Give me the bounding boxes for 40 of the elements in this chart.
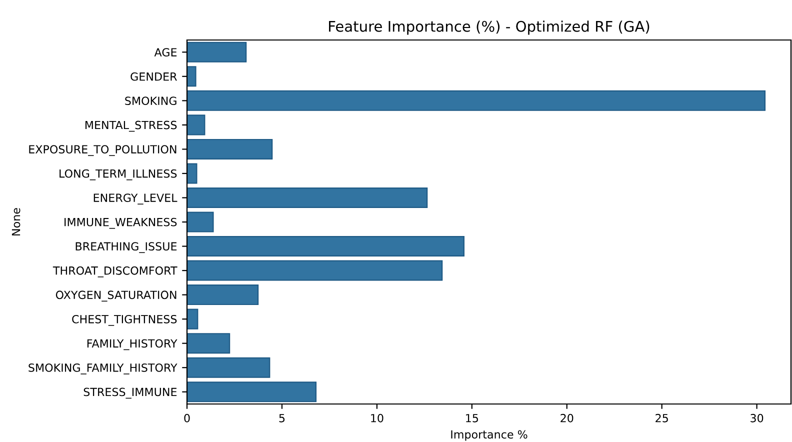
bar xyxy=(187,138,273,160)
x-tick-label: 0 xyxy=(184,414,190,422)
chart-title: Feature Importance (%) - Optimized RF (GA) xyxy=(329,20,650,35)
bar xyxy=(187,333,230,354)
bar xyxy=(187,236,464,257)
y-axis-title: None xyxy=(12,208,20,236)
x-axis-title: Importance % xyxy=(451,430,528,441)
x-tick-label: 20 xyxy=(560,414,574,422)
bar xyxy=(187,284,259,306)
y-tick-label: ENERGY_LEVEL xyxy=(94,194,178,204)
y-tick-label: CHEST_TIGHTNESS xyxy=(72,314,177,326)
bar xyxy=(187,66,196,87)
y-tick-label: STRESS_IMMUNE xyxy=(84,388,177,399)
bar xyxy=(187,308,198,330)
bar xyxy=(187,90,766,111)
x-tick-label: 25 xyxy=(656,414,668,422)
bar xyxy=(187,357,270,378)
bar xyxy=(187,187,428,208)
bar xyxy=(187,260,443,281)
bar xyxy=(187,163,198,184)
bar xyxy=(187,382,317,402)
x-tick-label: 15 xyxy=(466,414,478,422)
y-tick-label: MENTAL_STRESS xyxy=(85,120,177,132)
y-tick-label: BREATHING_ISSUE xyxy=(76,242,177,254)
y-tick-label: THROAT_DISCOMFORT xyxy=(52,266,178,278)
y-tick-label: FAMILY_HISTORY xyxy=(87,339,178,350)
y-tick-label: LONG_TERM_ILLNESS xyxy=(60,169,177,180)
y-tick-label: SMOKING xyxy=(125,96,176,106)
bar xyxy=(187,114,206,136)
x-tick-label: 10 xyxy=(371,414,384,422)
y-tick-label: SMOKING_FAMILY_HISTORY xyxy=(28,363,178,374)
x-tick-label: 5 xyxy=(279,414,285,422)
x-tick-label: 30 xyxy=(750,414,764,422)
y-tick-label: AGE xyxy=(154,48,177,57)
y-tick-label: GENDER xyxy=(130,72,177,81)
y-tick-label: OXYGEN_SATURATION xyxy=(56,290,176,302)
bar xyxy=(187,212,214,232)
y-tick-label: IMMUNE_WEAKNESS xyxy=(64,218,177,229)
bar xyxy=(187,42,247,62)
y-tick-label: EXPOSURE_TO_POLLUTION xyxy=(29,145,176,156)
